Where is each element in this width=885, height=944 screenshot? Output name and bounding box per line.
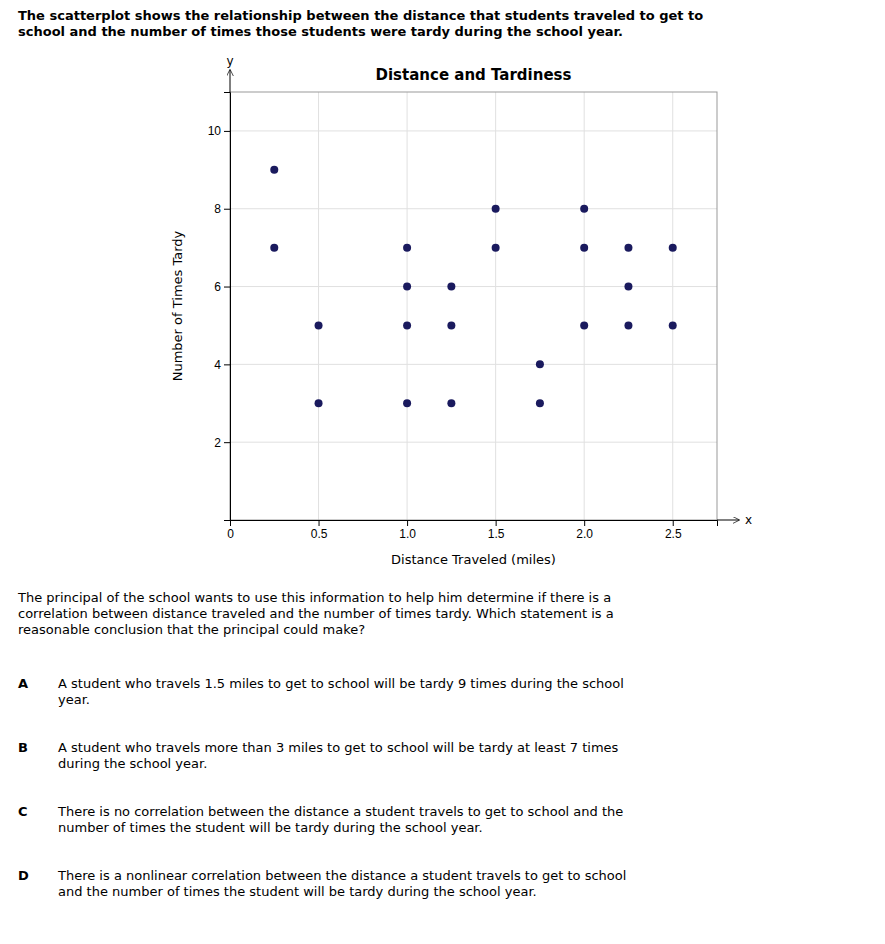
answer-text: There is a nonlinear correlation between… (57, 868, 626, 899)
axis-arrow (717, 520, 739, 521)
tick: 10 (208, 124, 230, 138)
point (624, 283, 632, 291)
tick-mark (224, 442, 230, 443)
grid-line (407, 92, 408, 520)
tick-label: 0.5 (311, 527, 328, 541)
tick-mark (224, 131, 230, 132)
tick: 2.5 (665, 520, 682, 541)
tick: 0.5 (311, 520, 328, 541)
answer-text: A student who travels 1.5 miles to get t… (58, 676, 624, 707)
tick-label: 4 (214, 358, 221, 372)
tick: 1.0 (399, 520, 416, 541)
y-axis-label: Number of Times Tardy (170, 230, 185, 381)
point (403, 321, 411, 329)
tick-mark (224, 287, 230, 288)
tick: 2.0 (576, 520, 593, 541)
point (403, 399, 411, 407)
point (403, 283, 411, 291)
tick-mark (224, 364, 230, 365)
tick-label: 0 (227, 527, 234, 541)
point (447, 321, 455, 329)
axis-arrow-label: x (745, 513, 752, 527)
title: Distance and Tardiness (376, 66, 572, 84)
point (624, 321, 632, 329)
answer-letter: C (18, 804, 28, 819)
point (403, 244, 411, 252)
answer-text: A student who travels more than 3 miles … (58, 740, 619, 771)
grid (230, 92, 717, 520)
grid-line (495, 92, 496, 520)
point (492, 205, 500, 213)
point (580, 205, 588, 213)
tick-mark (319, 520, 320, 526)
grid-line (672, 92, 673, 520)
tick: 1.5 (488, 520, 505, 541)
grid-line (318, 92, 319, 520)
grid-line (230, 208, 717, 209)
tick-label: 2 (214, 436, 221, 450)
point (624, 244, 632, 252)
x-axis-label: Distance Traveled (miles) (391, 552, 556, 567)
grid-line (584, 92, 585, 520)
tick-label: 2.5 (665, 527, 682, 541)
tick-label: 1.5 (488, 527, 505, 541)
grid-line (230, 442, 717, 443)
grid-line (230, 364, 717, 365)
tick-mark (673, 520, 674, 526)
tick-mark (224, 209, 230, 210)
tick-label: 1.0 (399, 527, 416, 541)
tick-label: 6 (214, 280, 221, 294)
tick: 8 (214, 202, 230, 216)
answer-letter: B (18, 740, 28, 755)
point (492, 244, 500, 252)
point (315, 399, 323, 407)
point (669, 321, 677, 329)
point (270, 166, 278, 174)
question-text: The principal of the school wants to use… (17, 590, 614, 637)
answer-letter: D (18, 868, 29, 883)
answer-letter: A (18, 676, 28, 691)
grid-line (230, 286, 717, 287)
tick: 6 (214, 280, 230, 294)
point (536, 360, 544, 368)
point (580, 244, 588, 252)
plot-frame (230, 92, 717, 520)
intro-text: The scatterplot shows the relationship b… (18, 8, 703, 39)
point (270, 244, 278, 252)
tick-mark (584, 520, 585, 526)
grid-line (230, 130, 717, 131)
tick: 4 (214, 358, 230, 372)
axis-arrow (230, 70, 231, 92)
tick-label: 8 (214, 202, 221, 216)
axis-domain (231, 521, 718, 527)
chart: The scatterplot shows the relationship b… (0, 0, 885, 944)
axis-arrow-label: y (226, 54, 233, 68)
point (315, 321, 323, 329)
answer-text: There is no correlation between the dist… (57, 804, 623, 835)
tick-label: 10 (208, 124, 222, 138)
tick-mark (496, 520, 497, 526)
point (447, 283, 455, 291)
axis-domain (224, 93, 231, 521)
point (536, 399, 544, 407)
tick-mark (407, 520, 408, 526)
x-axis: 0 0.5 1.0 1.5 2.0 2.5 (227, 520, 717, 541)
point (447, 399, 455, 407)
tick: 2 (214, 436, 230, 450)
y-axis: 2 4 6 8 10 (208, 93, 231, 521)
tick-label: 2.0 (576, 527, 593, 541)
point (669, 244, 677, 252)
point (580, 321, 588, 329)
points (270, 166, 676, 407)
tick: 0 (227, 520, 234, 541)
